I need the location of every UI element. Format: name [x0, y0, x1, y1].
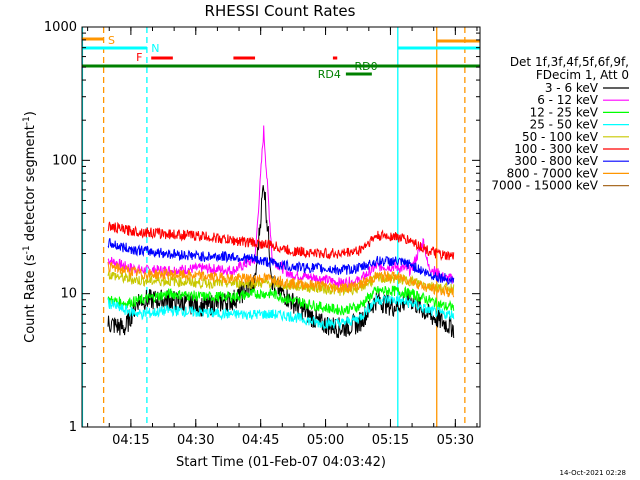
legend-header-line: FDecim 1, Att 0 — [536, 68, 629, 82]
y-tick-label: 100 — [52, 153, 77, 168]
y-axis-label-sup: -1 — [22, 116, 32, 125]
x-axis-label: Start Time (01-Feb-07 04:03:42) — [176, 455, 386, 470]
night-label: N — [151, 42, 159, 55]
y-axis-label-part: ) — [23, 111, 38, 116]
chart-title: RHESSI Count Rates — [205, 2, 356, 20]
legend-header-line: Det 1f,3f,4f,5f,6f,9f, — [510, 55, 629, 69]
plot-frame — [81, 26, 481, 428]
x-tick-label: 05:15 — [372, 433, 409, 448]
legend-label: 7000 - 15000 keV — [491, 179, 598, 193]
flare-label: F — [136, 51, 142, 64]
x-tick-label: 05:00 — [307, 433, 344, 448]
y-tick-label: 10 — [60, 287, 77, 302]
series-line — [107, 261, 455, 298]
x-tick-label: 04:15 — [112, 433, 149, 448]
plot-area: S NF RD0 RD4 — [81, 27, 480, 427]
legend: Det 1f,3f,4f,5f,6f,9f, FDecim 1, Att 0 3… — [491, 55, 629, 193]
x-tick-label: 04:30 — [177, 433, 214, 448]
y-axis-label-sup: -1 — [22, 245, 32, 254]
rd4-label: RD4 — [318, 68, 341, 81]
legend-label: 800 - 7000 keV — [507, 166, 599, 180]
series-line — [107, 221, 455, 262]
x-tick-label: 04:45 — [242, 433, 279, 448]
legend-label: 300 - 800 keV — [514, 154, 598, 168]
y-axis: 1 10 100 1000 — [44, 20, 480, 435]
series-line — [107, 238, 455, 286]
timestamp: 14-Oct-2021 02:28 — [560, 469, 626, 477]
legend-label: 25 - 50 keV — [530, 118, 599, 132]
legend-label: 12 - 25 keV — [530, 105, 599, 119]
legend-label: 3 - 6 keV — [545, 81, 599, 95]
y-axis-label-part: Count Rate (s — [23, 254, 38, 343]
saa-label: S — [108, 34, 115, 47]
y-tick-label: 1 — [69, 420, 77, 435]
legend-label: 100 - 300 keV — [514, 142, 598, 156]
y-tick-label: 1000 — [44, 20, 77, 35]
legend-label: 6 - 12 keV — [537, 93, 599, 107]
rd0-label: RD0 — [355, 60, 378, 73]
y-axis-label-part: detector segment — [23, 125, 38, 245]
series-line — [107, 294, 455, 330]
legend-label: 50 - 100 keV — [522, 130, 599, 144]
x-tick-label: 05:30 — [437, 433, 474, 448]
x-axis: 04:15 04:30 04:45 05:00 05:15 05:30 — [87, 27, 478, 448]
y-axis-label: Count Rate (s-1 detector segment-1) — [22, 111, 38, 343]
series-line — [107, 285, 455, 316]
